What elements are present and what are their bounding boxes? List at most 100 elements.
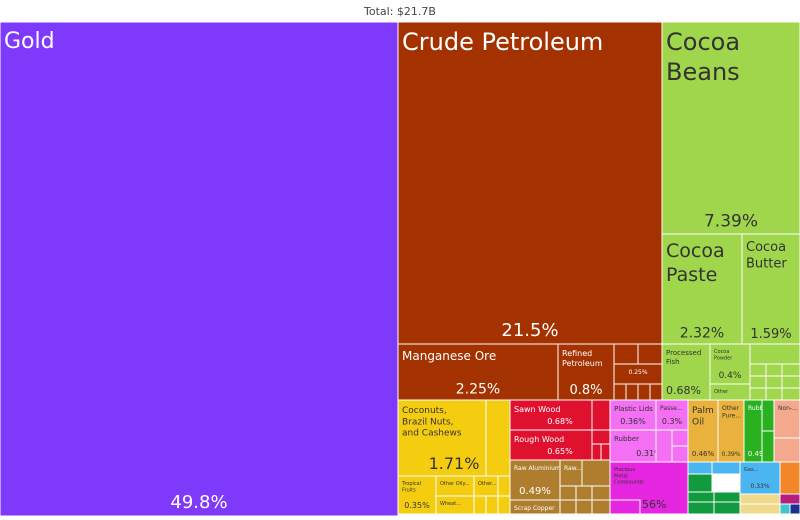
tile-value-crude-petroleum: 21.5%: [501, 320, 558, 341]
tile-rect-tropical-fruits[interactable]: [397, 475, 437, 515]
minor-tile[interactable]: [671, 445, 689, 463]
minor-tile[interactable]: [591, 443, 602, 461]
minor-tile[interactable]: [687, 461, 713, 475]
tile-rect-refined-petroleum[interactable]: [557, 343, 615, 401]
minor-tile[interactable]: [749, 363, 767, 377]
minor-tile[interactable]: [575, 485, 593, 501]
minor-tile[interactable]: [473, 495, 487, 515]
tile-rect-manganese-ore[interactable]: [397, 343, 559, 401]
minor-tile[interactable]: [575, 499, 593, 515]
minor-tile[interactable]: [779, 461, 800, 495]
tile-name-sawn-wood: Sawn Wood: [514, 405, 560, 414]
tile-name-refined-petroleum: Petroleum: [562, 359, 603, 368]
minor-tile[interactable]: [613, 343, 639, 365]
tile-raw-aluminium[interactable]: Raw Aluminium 0.49%: [509, 459, 561, 501]
tile-rect-processed-fish[interactable]: [661, 343, 711, 401]
tile-rect-cocoa-beans[interactable]: [661, 21, 800, 235]
minor-tile[interactable]: [649, 383, 663, 401]
tile-value-unnamed: 0.25%: [628, 369, 647, 376]
minor-tile[interactable]: [739, 493, 781, 505]
minor-tile[interactable]: [687, 473, 713, 493]
tile-scrap-copper[interactable]: Scrap Copper: [509, 499, 561, 515]
tile-manganese-ore[interactable]: Manganese Ore 2.25%: [397, 343, 559, 401]
minor-tile[interactable]: [761, 399, 775, 432]
tile-name-gold: Gold: [4, 29, 55, 54]
minor-tile[interactable]: [739, 503, 781, 515]
tile-rect-cocoa-butter[interactable]: [741, 233, 800, 345]
tile-value-rough-wood: 0.65%: [547, 447, 573, 456]
tile-crude-petroleum[interactable]: Crude Petroleum 21.5%: [397, 21, 663, 345]
minor-tile[interactable]: [485, 399, 511, 477]
tile-rect-gas[interactable]: [739, 461, 781, 495]
tile-wheat[interactable]: Wheat...: [435, 495, 475, 515]
minor-tile[interactable]: [773, 437, 800, 463]
minor-tile[interactable]: [781, 375, 800, 389]
tile-other[interactable]: Other: [709, 383, 751, 401]
minor-tile[interactable]: [581, 459, 611, 487]
tile-name-manganese-ore: Manganese Ore: [402, 349, 496, 363]
tile-value-raw-aluminium: 0.49%: [519, 486, 551, 497]
minor-tile[interactable]: [625, 383, 639, 401]
tile-other-oily[interactable]: Other Oily...: [435, 475, 475, 497]
minor-tile[interactable]: [637, 343, 663, 365]
minor-tile[interactable]: [497, 495, 511, 515]
minor-tile[interactable]: [497, 475, 511, 497]
tile-non[interactable]: Non-...: [773, 399, 800, 439]
tile-rect-cocoa-paste[interactable]: [661, 233, 743, 345]
minor-tile[interactable]: [761, 430, 775, 463]
minor-tile[interactable]: [637, 383, 651, 401]
tile-value-tropical-fruits: 0.35%: [404, 501, 430, 510]
tile-rect-gold[interactable]: [0, 21, 399, 517]
minor-tile[interactable]: [591, 499, 611, 515]
minor-tile[interactable]: [613, 383, 627, 401]
minor-tile[interactable]: [559, 499, 577, 515]
minor-tile[interactable]: [749, 375, 767, 389]
tile-value-cocoa-beans: 7.39%: [704, 211, 758, 231]
minor-tile[interactable]: [485, 495, 499, 515]
minor-tile[interactable]: [765, 375, 783, 389]
minor-tile[interactable]: [749, 387, 767, 401]
minor-tile[interactable]: [713, 501, 741, 515]
minor-tile[interactable]: [713, 491, 741, 503]
tile-name-cocoa-powder: Powder: [714, 355, 733, 361]
tile-name-precious-metal-compounds: Precious: [614, 467, 635, 473]
minor-tile[interactable]: [779, 493, 800, 505]
minor-tile[interactable]: [687, 501, 715, 515]
minor-tile[interactable]: [789, 503, 800, 515]
minor-tile[interactable]: [609, 499, 641, 515]
tile-name-cocoa-paste: Cocoa: [666, 240, 725, 262]
tile-name-palm-oil: Palm: [692, 406, 714, 416]
minor-tile[interactable]: [591, 485, 611, 501]
minor-tile[interactable]: [781, 363, 800, 377]
minor-tile[interactable]: [559, 485, 577, 501]
tile-passe[interactable]: Passe... 0.3%: [655, 399, 689, 431]
minor-tile[interactable]: [749, 343, 800, 365]
minor-tile[interactable]: [765, 363, 783, 377]
minor-tile[interactable]: [765, 387, 783, 401]
tile-value-other-pure: 0.39%: [721, 451, 740, 458]
minor-tile[interactable]: [671, 429, 689, 447]
minor-tile[interactable]: [591, 399, 611, 431]
minor-tile[interactable]: [600, 443, 611, 461]
tile-gas[interactable]: Gas... 0.33%: [739, 461, 781, 495]
tile-gold[interactable]: Gold 49.8%: [0, 21, 399, 517]
minor-tile[interactable]: [781, 387, 800, 401]
tile-name-other: Other: [714, 389, 729, 395]
tile-name-rough-wood: Rough Wood: [514, 435, 564, 444]
minor-tile[interactable]: [711, 461, 741, 475]
tile-rect-crude-petroleum[interactable]: [397, 21, 663, 345]
tile-plastic-lids[interactable]: Plastic Lids 0.36%: [609, 399, 657, 431]
minor-tile[interactable]: [687, 491, 715, 503]
minor-tile[interactable]: [779, 503, 791, 515]
tile-other[interactable]: Other...: [473, 475, 499, 497]
